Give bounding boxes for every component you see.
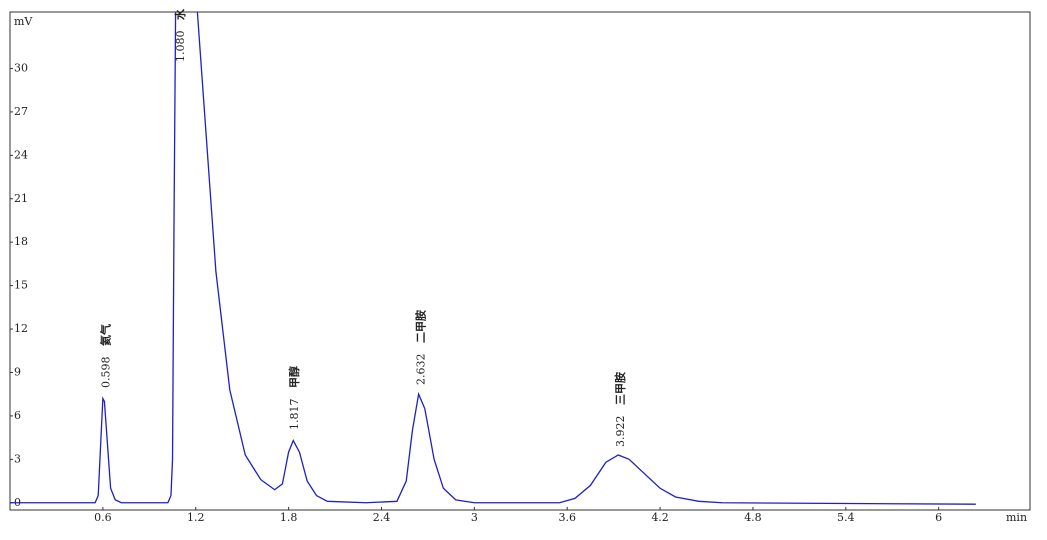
- peak-label: 1.080 水: [173, 8, 187, 62]
- peak-label: 3.922 三甲胺: [613, 372, 627, 447]
- peak-label: 1.817 甲醇: [287, 366, 301, 430]
- x-tick-label: 5.4: [837, 511, 855, 524]
- peak-time: 3.922: [614, 416, 627, 448]
- x-tick-label: 6: [935, 511, 942, 524]
- signal-line: [10, 12, 976, 505]
- x-tick-label: 0.6: [94, 511, 112, 524]
- x-tick-label: 3.6: [558, 511, 576, 524]
- x-tick-label: 4.8: [744, 511, 762, 524]
- y-tick-label: 6: [14, 409, 21, 422]
- peak-name: 二甲胺: [413, 310, 427, 343]
- x-tick-label: 3: [471, 511, 478, 524]
- x-tick-label: 2.4: [373, 511, 391, 524]
- y-unit: mV: [14, 15, 33, 28]
- peak-label: 0.598 氦气: [99, 324, 113, 388]
- x-tick-label: 1.2: [187, 511, 205, 524]
- y-tick-label: 24: [14, 148, 28, 161]
- x-unit: min: [1006, 511, 1027, 524]
- plot-area: [10, 12, 976, 505]
- peak-name: 氦气: [99, 324, 113, 346]
- y-tick-label: 18: [14, 235, 28, 248]
- y-tick-label: 15: [14, 279, 28, 292]
- x-tick-label: 1.8: [280, 511, 298, 524]
- peak-time: 1.080: [174, 31, 187, 63]
- peak-label: 2.632 二甲胺: [413, 310, 427, 385]
- peak-time: 2.632: [414, 354, 427, 386]
- y-tick-label: 12: [14, 322, 28, 335]
- peak-name: 水: [173, 8, 187, 20]
- y-tick-label: 21: [14, 192, 28, 205]
- plot-frame: [9, 11, 1031, 511]
- peak-name: 甲醇: [287, 366, 301, 388]
- y-tick-label: 27: [14, 105, 28, 118]
- x-tick-label: 4.2: [651, 511, 669, 524]
- peak-time: 0.598: [100, 357, 113, 389]
- peak-name: 三甲胺: [613, 372, 627, 405]
- y-tick-label: 9: [14, 365, 21, 378]
- y-tick-label: 3: [14, 452, 21, 465]
- y-tick-label: 30: [14, 61, 28, 74]
- peak-time: 1.817: [288, 399, 301, 431]
